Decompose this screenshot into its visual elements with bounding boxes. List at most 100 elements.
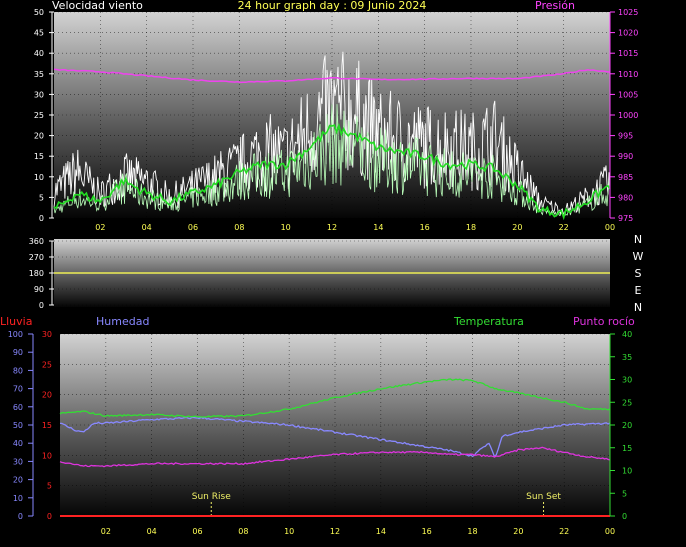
wind-speed-tick: 5 [39, 193, 44, 202]
humidity-tick: 80 [13, 366, 23, 375]
compass-letter: E [635, 284, 642, 297]
humidity-tick: 30 [13, 457, 23, 466]
humidity-tick: 0 [18, 512, 23, 521]
temp-x-tick: 16 [422, 527, 432, 536]
pressure-tick: 980 [618, 193, 633, 202]
direction-tick: 360 [29, 237, 44, 246]
rain-tick: 25 [42, 360, 52, 369]
pressure-tick: 1015 [618, 49, 638, 58]
wind-x-tick: 16 [420, 223, 430, 232]
wind-x-tick: 08 [234, 223, 244, 232]
humidity-tick: 20 [13, 476, 23, 485]
wind-x-tick: 04 [142, 223, 152, 232]
wind-speed-tick: 35 [34, 70, 44, 79]
wind-pressure-panel: 0510152025303540455097598098599099510001… [34, 0, 639, 232]
temperature-tick: 20 [622, 421, 632, 430]
rain-tick: 0 [47, 512, 52, 521]
humidity-tick: 100 [8, 330, 23, 339]
wind-x-tick: 14 [373, 223, 383, 232]
humidity-tick: 50 [13, 421, 23, 430]
temperature-label: Temperatura [453, 315, 524, 328]
wind-speed-tick: 15 [34, 152, 44, 161]
pressure-tick: 995 [618, 132, 633, 141]
sun-set-label: Sun Set [526, 492, 561, 502]
wind-speed-tick: 25 [34, 111, 44, 120]
wind-x-tick: 12 [327, 223, 337, 232]
wind-x-tick: 06 [188, 223, 198, 232]
wind-speed-tick: 0 [39, 214, 44, 223]
temperature-tick: 5 [622, 489, 627, 498]
wind-x-tick: 18 [466, 223, 476, 232]
temp-x-tick: 22 [559, 527, 569, 536]
wind-speed-tick: 30 [34, 90, 44, 99]
temperature-tick: 35 [622, 353, 632, 362]
humidity-tick: 10 [13, 494, 23, 503]
temp-x-tick: 00 [605, 527, 615, 536]
temp-humidity-panel: Sun Rise Sun Set 051015202530010203040506… [0, 315, 635, 536]
sun-rise-label: Sun Rise [192, 492, 231, 502]
rain-tick: 5 [47, 482, 52, 491]
wind-x-tick: 20 [512, 223, 522, 232]
pressure-tick: 975 [618, 214, 633, 223]
direction-tick: 180 [29, 269, 44, 278]
pressure-tick: 1025 [618, 8, 638, 17]
temperature-tick: 30 [622, 376, 632, 385]
pressure-tick: 1005 [618, 90, 638, 99]
temp-x-tick: 20 [513, 527, 523, 536]
temp-x-tick: 06 [192, 527, 202, 536]
compass-letter: S [635, 267, 642, 280]
wind-speed-tick: 10 [34, 173, 44, 182]
pressure-tick: 985 [618, 173, 633, 182]
direction-tick: 90 [34, 285, 44, 294]
wind-x-tick: 00 [605, 223, 615, 232]
humidity-label: Humedad [96, 315, 149, 328]
compass-letter: N [634, 301, 642, 314]
temp-x-tick: 04 [147, 527, 157, 536]
pressure-tick: 1000 [618, 111, 638, 120]
direction-tick: 0 [39, 301, 44, 310]
wind-x-tick: 22 [559, 223, 569, 232]
direction-tick: 270 [29, 253, 44, 262]
rain-tick: 20 [42, 391, 52, 400]
wind-x-tick: 10 [281, 223, 291, 232]
direction-axes: 0 90 180 270 360 [29, 237, 54, 310]
dew-point-label: Punto rocío [573, 315, 635, 328]
compass-letter: N [634, 233, 642, 246]
temperature-tick: 0 [622, 512, 627, 521]
temp-x-tick: 12 [330, 527, 340, 536]
humidity-tick: 90 [13, 348, 23, 357]
rain-label: Lluvia [0, 315, 32, 328]
rain-tick: 15 [42, 421, 52, 430]
compass-letter: W [633, 250, 644, 263]
wind-speed-tick: 45 [34, 29, 44, 38]
wind-speed-tick: 50 [34, 8, 44, 17]
temperature-tick: 40 [622, 330, 632, 339]
temp-x-tick: 14 [376, 527, 386, 536]
temp-x-tick: 10 [284, 527, 294, 536]
temp-x-tick: 08 [238, 527, 248, 536]
chart-title: 24 hour graph day : 09 Junio 2024 [238, 0, 427, 12]
rain-tick: 30 [42, 330, 52, 339]
wind-x-tick: 02 [95, 223, 105, 232]
pressure-label: Presión [535, 0, 575, 12]
temp-plot-area [60, 334, 610, 516]
rain-tick: 10 [42, 451, 52, 460]
temp-x-tick: 18 [467, 527, 477, 536]
temp-x-tick: 02 [101, 527, 111, 536]
humidity-tick: 60 [13, 403, 23, 412]
temperature-tick: 25 [622, 398, 632, 407]
temperature-tick: 15 [622, 444, 632, 453]
pressure-tick: 990 [618, 152, 633, 161]
pressure-tick: 1010 [618, 70, 638, 79]
wind-speed-tick: 40 [34, 49, 44, 58]
temperature-tick: 10 [622, 467, 632, 476]
wind-speed-label: Velocidad viento [52, 0, 143, 12]
humidity-tick: 70 [13, 385, 23, 394]
humidity-tick: 40 [13, 439, 23, 448]
wind-speed-tick: 20 [34, 132, 44, 141]
pressure-tick: 1020 [618, 29, 638, 38]
